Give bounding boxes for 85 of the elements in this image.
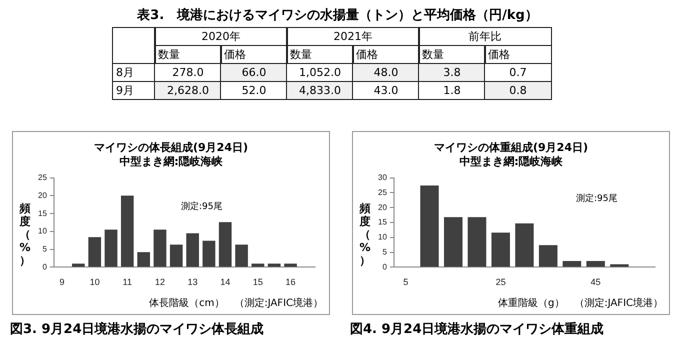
caption: 図3. 9月24日境港水揚のマイワシ体長組成 [10, 320, 264, 338]
x-tick-label: 5 [403, 277, 408, 288]
bar [72, 264, 85, 267]
bar [252, 264, 264, 267]
chart-subtitle: 中型まき網:隠岐海峡 [118, 154, 224, 169]
x-tick-label: 価格 [352, 45, 420, 64]
bar [610, 264, 629, 267]
annotation: 測定:95尾 [576, 192, 618, 205]
bar [170, 244, 183, 267]
y-tick-label: 10 [378, 232, 388, 242]
y-tick-label: 5 [42, 244, 48, 254]
y-tick-label: 25 [38, 173, 48, 182]
annotation: 測定:95尾 [181, 200, 222, 213]
bar [468, 217, 486, 267]
bar [104, 230, 118, 267]
data-label: 0.7 [484, 63, 552, 82]
bar [137, 252, 150, 267]
y-tick-label: 5 [382, 248, 388, 257]
data-label: 4,833.0 [286, 81, 354, 100]
y-tick-label: 25 [378, 188, 388, 197]
x-tick-label: 12 [154, 277, 165, 288]
bar [120, 196, 134, 267]
y-tick-label: 15 [378, 218, 388, 227]
bar [491, 232, 510, 267]
y-tick-label: 15 [38, 208, 48, 218]
x-tick-label: 15 [252, 277, 263, 288]
x-tick-label: 11 [122, 277, 132, 288]
x-tick-label: 14 [220, 277, 230, 288]
data-label: 1,052.0 [286, 63, 354, 82]
y-axis-title: 頻度（%） [358, 202, 372, 267]
x-tick-label: 数量 [154, 45, 222, 64]
text: 2021年 [286, 27, 420, 46]
y-tick-label: 10 [38, 226, 48, 236]
data-label: 3.8 [418, 63, 486, 82]
bar [202, 240, 216, 267]
x-tick-label: 13 [188, 277, 198, 288]
bar [284, 264, 297, 267]
x-tick-label: 10 [90, 277, 100, 288]
x-tick-label: 9 [60, 277, 65, 288]
x-tick-label: 25 [496, 277, 506, 288]
text: 2020年 [154, 27, 288, 46]
y-tick-label: 20 [378, 202, 388, 212]
data-label: 66.0 [220, 63, 288, 82]
bar [88, 237, 102, 267]
bar [218, 222, 232, 267]
bar [562, 260, 582, 267]
y-tick-label: 8月 [112, 63, 156, 82]
caption: 図4. 9月24日境港水揚のマイワシ体重組成 [350, 320, 604, 338]
bar [268, 264, 281, 267]
y-tick-label: 9月 [112, 81, 156, 100]
data-label: 0.8 [484, 81, 552, 100]
y-tick-label: 30 [378, 173, 388, 182]
data-label: 1.8 [418, 81, 486, 100]
x-tick-label: 数量 [418, 45, 486, 64]
x-tick-label: 価格 [220, 45, 288, 64]
data-label: 43.0 [352, 81, 420, 100]
bar [154, 230, 166, 267]
y-tick-label: 0 [42, 262, 48, 272]
x-tick-label: 45 [590, 277, 601, 288]
bar [538, 245, 558, 267]
y-tick-label: 0 [382, 262, 388, 272]
data-label: 52.0 [220, 81, 288, 100]
bar [235, 244, 248, 267]
chart-title: マイワシの体長組成(9月24日) [92, 140, 250, 155]
bar [186, 233, 199, 267]
x-tick-label: 価格 [484, 45, 552, 64]
bar [444, 217, 462, 267]
text: 前年比 [418, 27, 552, 46]
x-tick-label: 数量 [286, 45, 354, 64]
data-label: 2,628.0 [154, 81, 222, 100]
data-label: 278.0 [154, 63, 222, 82]
bar [515, 223, 534, 267]
bar [586, 260, 605, 267]
bar [420, 186, 439, 267]
y-axis-title: 頻度（%） [18, 202, 32, 267]
x-tick-label: 16 [286, 277, 296, 288]
text: （測定:JAFIC境港） [233, 298, 323, 309]
x-axis-title: 体重階級（g） [498, 298, 564, 309]
y-tick-label: 20 [38, 190, 48, 200]
data-label: 48.0 [352, 63, 420, 82]
x-axis-title: 体長階級（cm） [149, 298, 224, 309]
chart-subtitle: 中型まき網:隠岐海峡 [458, 154, 564, 169]
chart-title: 表3. 境港におけるマイワシの水揚量（トン）と平均価格（円/kg） [136, 6, 539, 24]
text: （測定:JAFIC境港） [573, 298, 663, 309]
chart-title: マイワシの体重組成(9月24日) [432, 140, 590, 155]
